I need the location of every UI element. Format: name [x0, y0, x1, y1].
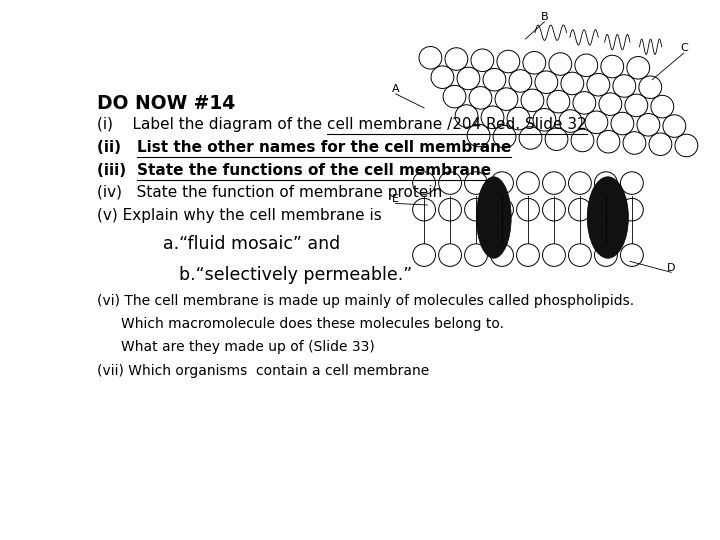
Text: (iii): (iii) [97, 163, 137, 178]
Text: (iv)   State the function of membrane protein: (iv) State the function of membrane prot… [97, 185, 443, 200]
Text: (i)    Label the diagram of the: (i) Label the diagram of the [97, 117, 328, 132]
Text: a.“fluid mosaic” and: a.“fluid mosaic” and [163, 235, 340, 253]
Text: (v) Explain why the cell membrane is: (v) Explain why the cell membrane is [97, 208, 382, 223]
Text: B: B [541, 12, 548, 22]
Text: E: E [392, 194, 399, 204]
Text: (ii): (ii) [97, 140, 137, 154]
Text: State the functions of the cell membrane: State the functions of the cell membrane [137, 163, 491, 178]
Text: DO NOW #14: DO NOW #14 [97, 94, 235, 113]
Text: (vi) The cell membrane is made up mainly of molecules called phospholipids.: (vi) The cell membrane is made up mainly… [97, 294, 634, 308]
Text: cell membrane /204 Red. Slide 32: cell membrane /204 Red. Slide 32 [328, 117, 587, 132]
Text: List the other names for the cell membrane: List the other names for the cell membra… [137, 140, 511, 154]
Text: C: C [680, 43, 688, 53]
Text: (vii) Which organisms  contain a cell membrane: (vii) Which organisms contain a cell mem… [97, 364, 430, 378]
Ellipse shape [588, 177, 629, 258]
Text: Which macromolecule does these molecules belong to.: Which macromolecule does these molecules… [121, 317, 504, 331]
Text: D: D [667, 262, 675, 273]
Text: b.“selectively permeable.”: b.“selectively permeable.” [179, 266, 413, 285]
Text: A: A [392, 84, 400, 94]
Text: What are they made up of (Slide 33): What are they made up of (Slide 33) [121, 340, 374, 354]
Ellipse shape [477, 177, 511, 258]
